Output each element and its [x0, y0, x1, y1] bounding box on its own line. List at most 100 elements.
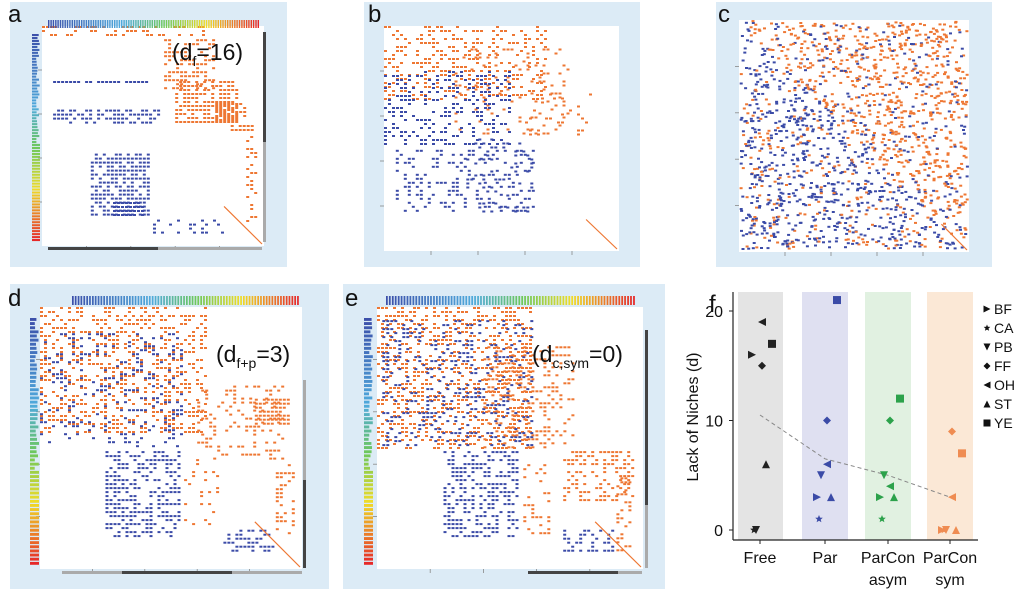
legend-label: PB — [994, 339, 1013, 355]
legend-marker-oh — [983, 381, 991, 389]
trend-line — [759, 414, 951, 498]
panel-c-label: c — [718, 1, 730, 28]
matrix-area — [384, 26, 619, 251]
point-ye — [768, 339, 776, 348]
y-ticks: 0 10 20 — [705, 304, 733, 540]
panel-c-matrix — [735, 20, 969, 256]
point-st — [952, 526, 960, 534]
panel-a-annotation: (df=16) — [172, 39, 243, 69]
x-category-label: Free — [744, 550, 777, 567]
point-pb — [817, 471, 825, 480]
matrix-cells — [739, 20, 969, 250]
color-bar-left — [364, 318, 373, 565]
group-bar-right — [645, 330, 648, 505]
point-st — [762, 460, 770, 469]
point-ye — [896, 394, 904, 403]
y-axis-label: Lack of Niches (d) — [685, 353, 702, 482]
panel-a-label: a — [8, 1, 22, 28]
point-pb — [752, 526, 760, 534]
group-bar-bottom — [158, 247, 262, 250]
legend-marker-ca — [983, 324, 991, 331]
point-ca — [878, 515, 886, 523]
point-ff — [758, 361, 766, 370]
panel-f: 0 10 20 Free Par ParCon asym ParCon sym BF CA PB F… — [685, 291, 1015, 589]
group-bar-right — [263, 32, 266, 142]
panel-b-matrix — [380, 26, 619, 255]
legend-marker-ye — [983, 419, 991, 427]
panel-b: b — [364, 1, 640, 267]
matrix-cells — [384, 26, 592, 213]
panel-f-bg-par — [802, 292, 848, 540]
point-ff — [886, 416, 894, 425]
group-bar-right — [645, 505, 648, 568]
point-ca — [815, 515, 823, 523]
y-tick-label: 0 — [714, 523, 723, 540]
panel-d: d (df+p=3) — [8, 284, 329, 589]
x-category-label: Par — [813, 550, 839, 567]
point-pb — [880, 471, 888, 480]
panel-d-annotation: (df+p=3) — [216, 341, 290, 371]
panel-e-matrix — [364, 296, 648, 574]
point-st — [827, 493, 835, 502]
legend-label: CA — [994, 320, 1014, 336]
group-bar-right — [303, 380, 306, 480]
color-bar-top — [72, 296, 299, 305]
panel-d-label: d — [8, 285, 21, 312]
panel-e-annotation: (dc,sym=0) — [532, 341, 623, 371]
matrix-cells — [377, 307, 635, 552]
group-bar-bottom — [528, 571, 548, 574]
x-categories: Free Par ParCon asym ParCon sym — [744, 540, 977, 589]
x-category-label: ParCon — [861, 550, 915, 567]
point-bf — [813, 493, 821, 502]
legend-marker-st — [983, 400, 991, 408]
group-bar-bottom — [232, 571, 302, 574]
legend-label: YE — [994, 415, 1013, 431]
group-bar-bottom — [62, 571, 122, 574]
x-category-label: asym — [869, 572, 907, 589]
group-bar-bottom — [48, 247, 158, 250]
panel-f-label: f — [709, 291, 716, 318]
group-bar-bottom — [618, 571, 642, 574]
group-bar-right — [303, 480, 306, 568]
panel-f-bg-parcon-sym — [927, 292, 973, 540]
panel-b-label: b — [368, 1, 381, 28]
point-oh — [948, 493, 956, 502]
legend-label: BF — [994, 301, 1012, 317]
group-bar-bottom — [122, 571, 232, 574]
group-bar-right — [263, 142, 266, 242]
y-tick-label: 20 — [705, 304, 723, 321]
point-st — [890, 493, 898, 502]
panel-e-label: e — [345, 285, 358, 312]
color-bar-left — [32, 34, 40, 242]
panel-f-bg-free — [738, 292, 783, 540]
panel-a-matrix — [32, 20, 266, 250]
point-pb — [942, 526, 950, 534]
panel-f-bg-parcon-asym — [865, 292, 911, 540]
panel-c: c — [716, 1, 992, 267]
point-oh — [823, 460, 831, 469]
legend-marker-pb — [983, 343, 991, 351]
legend-label: OH — [994, 377, 1015, 393]
y-tick-label: 10 — [705, 414, 723, 431]
point-ff — [823, 416, 831, 425]
legend-label: FF — [994, 358, 1011, 374]
legend: BF CA PB FF OH ST YE — [983, 301, 1015, 431]
x-category-label: ParCon — [923, 550, 977, 567]
color-bar-top — [386, 296, 635, 305]
point-bf — [876, 493, 884, 502]
point-oh — [758, 317, 766, 326]
color-bar-top — [48, 20, 260, 28]
point-ye — [833, 296, 841, 305]
point-ye — [958, 449, 966, 458]
legend-marker-bf — [983, 305, 991, 313]
point-oh — [886, 482, 894, 491]
color-bar-left — [30, 318, 39, 565]
point-ff — [948, 427, 956, 436]
matrix-cells — [40, 307, 295, 552]
panel-d-matrix — [30, 296, 306, 574]
legend-label: ST — [994, 396, 1012, 412]
panel-a: a (df=16) — [8, 1, 287, 267]
matrix-cells — [42, 26, 258, 234]
legend-marker-ff — [983, 362, 991, 370]
